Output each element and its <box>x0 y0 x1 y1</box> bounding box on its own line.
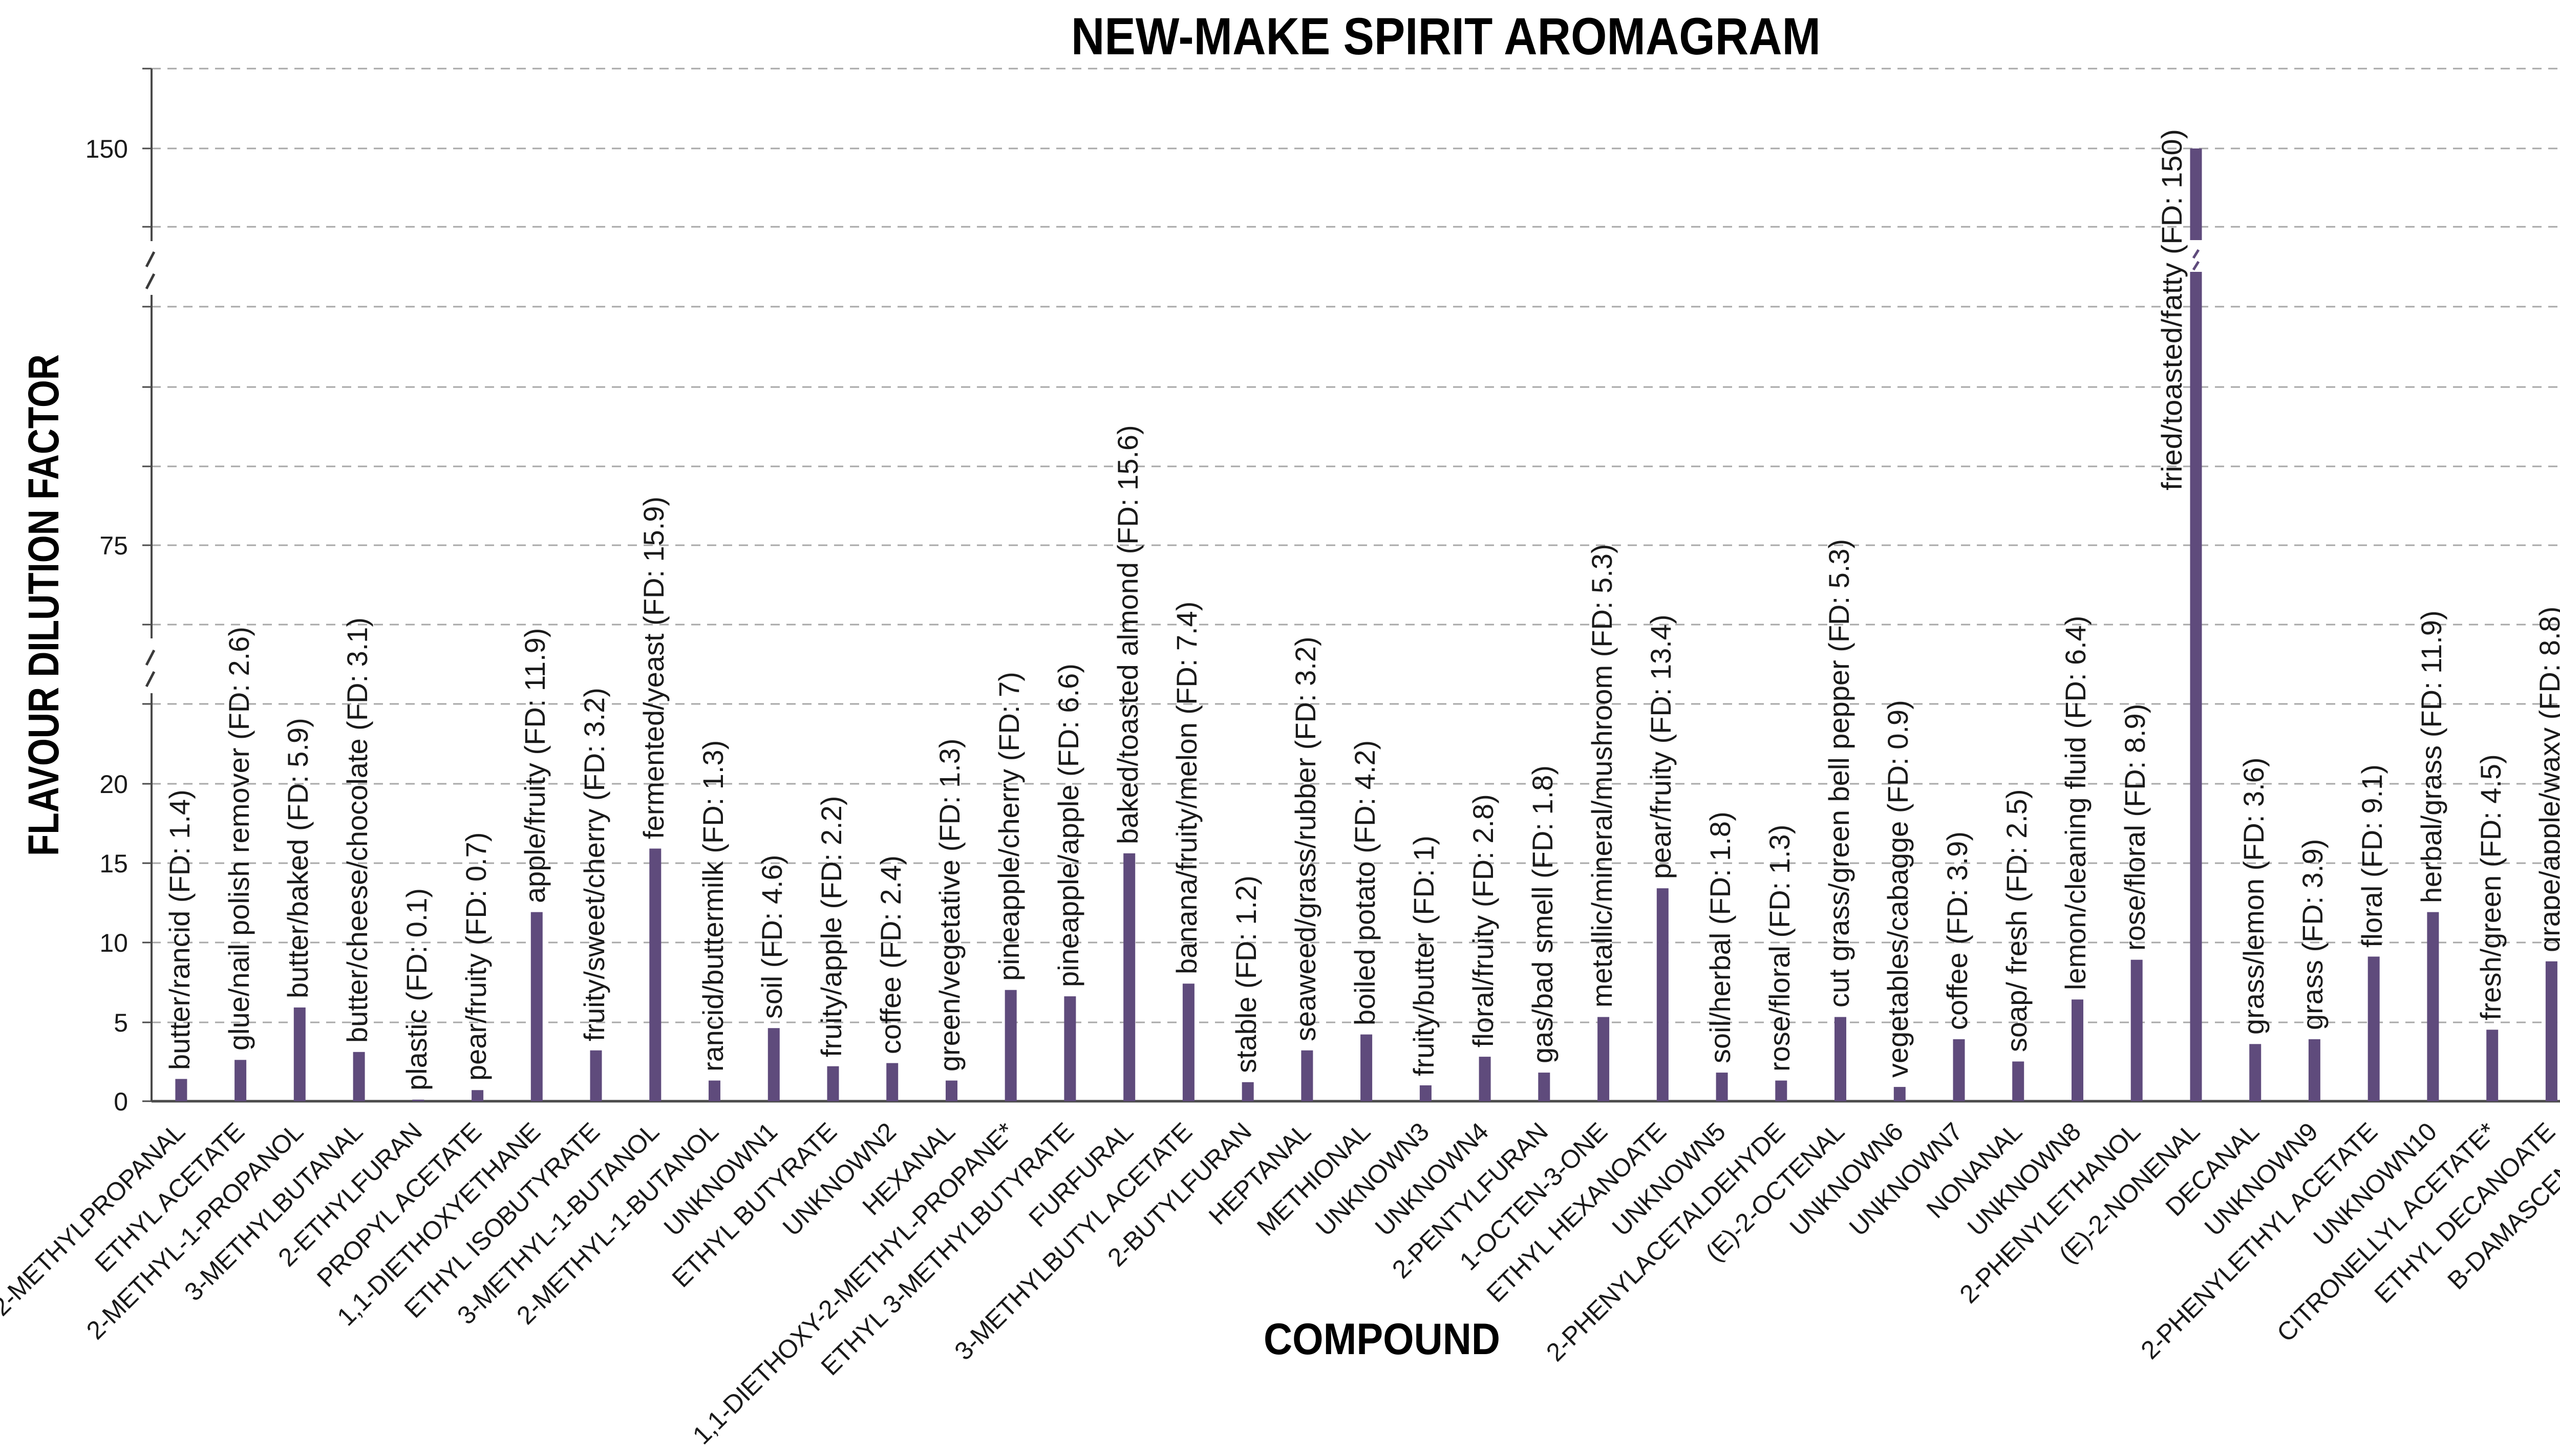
svg-text:seaweed/grass/rubber (FD: 3.2): seaweed/grass/rubber (FD: 3.2) <box>1289 636 1321 1041</box>
svg-text:fruity/butter (FD: 1): fruity/butter (FD: 1) <box>1407 836 1440 1076</box>
svg-text:cut grass/green bell pepper (F: cut grass/green bell pepper (FD: 5.3) <box>1823 539 1855 1008</box>
svg-text:fried/toasted/fatty (FD: 150): fried/toasted/fatty (FD: 150) <box>2156 129 2188 490</box>
svg-text:butter/baked (FD: 5.9): butter/baked (FD: 5.9) <box>282 718 314 998</box>
svg-text:20: 20 <box>99 770 128 799</box>
svg-text:0: 0 <box>114 1087 128 1116</box>
svg-text:coffee (FD: 3.9): coffee (FD: 3.9) <box>1941 831 1973 1030</box>
svg-text:fruity/apple (FD: 2.2): fruity/apple (FD: 2.2) <box>815 796 847 1057</box>
svg-text:gas/bad smell (FD: 1.8): gas/bad smell (FD: 1.8) <box>1526 765 1559 1063</box>
svg-text:NEW-MAKE SPIRIT AROMAGRAM: NEW-MAKE SPIRIT AROMAGRAM <box>1071 7 1821 66</box>
svg-text:banana/fruity/melon (FD: 7.4): banana/fruity/melon (FD: 7.4) <box>1170 602 1203 974</box>
svg-text:pear/fruity (FD: 13.4): pear/fruity (FD: 13.4) <box>1645 614 1677 879</box>
svg-text:green/vegetative (FD: 1.3): green/vegetative (FD: 1.3) <box>933 738 966 1072</box>
svg-text:grape/apple/waxy (FD: 8.8): grape/apple/waxy (FD: 8.8) <box>2533 607 2560 952</box>
svg-text:rancid/buttermilk (FD: 1.3): rancid/buttermilk (FD: 1.3) <box>697 740 729 1072</box>
svg-text:coffee (FD: 2.4): coffee (FD: 2.4) <box>874 855 907 1054</box>
svg-text:stable (FD: 1.2): stable (FD: 1.2) <box>1230 875 1262 1073</box>
svg-text:pineapple/apple (FD: 6.6): pineapple/apple (FD: 6.6) <box>1052 663 1084 987</box>
svg-text:150: 150 <box>86 135 128 163</box>
svg-text:pear/fruity (FD: 0.7): pear/fruity (FD: 0.7) <box>460 832 492 1081</box>
svg-text:soil (FD: 4.6): soil (FD: 4.6) <box>756 855 788 1019</box>
svg-text:boiled potato (FD: 4.2): boiled potato (FD: 4.2) <box>1349 740 1381 1025</box>
svg-text:FLAVOUR DILUTION FACTOR: FLAVOUR DILUTION FACTOR <box>19 354 68 856</box>
svg-text:vegetables/cabagge (FD: 0.9): vegetables/cabagge (FD: 0.9) <box>1882 700 1914 1078</box>
svg-text:herbal/grass (FD: 11.9): herbal/grass (FD: 11.9) <box>2415 610 2447 903</box>
svg-text:5: 5 <box>114 1009 128 1037</box>
svg-text:fermented/yeast (FD: 15.9): fermented/yeast (FD: 15.9) <box>637 497 670 839</box>
svg-text:pineapple/cherry (FD: 7): pineapple/cherry (FD: 7) <box>993 672 1025 981</box>
svg-text:grass (FD: 3.9): grass (FD: 3.9) <box>2296 839 2329 1030</box>
svg-text:rose/floral (FD: 1.3): rose/floral (FD: 1.3) <box>1763 825 1796 1072</box>
svg-text:fruity/sweet/cherry (FD: 3.2): fruity/sweet/cherry (FD: 3.2) <box>578 688 610 1041</box>
svg-text:butter/rancid (FD: 1.4): butter/rancid (FD: 1.4) <box>163 789 196 1070</box>
svg-text:75: 75 <box>99 531 128 560</box>
svg-text:floral (FD: 9.1): floral (FD: 9.1) <box>2356 764 2388 948</box>
svg-text:soil/herbal (FD: 1.8): soil/herbal (FD: 1.8) <box>1704 811 1736 1063</box>
svg-text:butter/cheese/chocolate (FD: 3: butter/cheese/chocolate (FD: 3.1) <box>341 617 373 1043</box>
svg-text:grass/lemon (FD: 3.6): grass/lemon (FD: 3.6) <box>2237 758 2270 1035</box>
svg-text:COMPOUND: COMPOUND <box>1264 1315 1500 1364</box>
svg-text:baked/toasted almond (FD: 15.6: baked/toasted almond (FD: 15.6) <box>1112 425 1144 844</box>
svg-text:soap/ fresh (FD: 2.5): soap/ fresh (FD: 2.5) <box>2000 789 2033 1052</box>
svg-text:glue/nail polish remover (FD:: glue/nail polish remover (FD: 2.6) <box>223 627 255 1051</box>
svg-text:rose/floral (FD: 8.9): rose/floral (FD: 8.9) <box>2119 704 2151 951</box>
svg-text:plastic (FD: 0.1): plastic (FD: 0.1) <box>400 888 433 1090</box>
svg-text:lemon/cleaning fluid (FD: 6.4): lemon/cleaning fluid (FD: 6.4) <box>2059 616 2092 990</box>
svg-text:floral/fruity (FD: 2.8): floral/fruity (FD: 2.8) <box>1467 794 1499 1047</box>
svg-text:fresh/green (FD: 4.5): fresh/green (FD: 4.5) <box>2474 754 2507 1020</box>
svg-text:15: 15 <box>99 849 128 878</box>
svg-text:10: 10 <box>99 929 128 957</box>
svg-text:metallic/mineral/mushroom (FD:: metallic/mineral/mushroom (FD: 5.3) <box>1586 544 1618 1008</box>
svg-text:apple/fruity (FD: 11.9): apple/fruity (FD: 11.9) <box>519 628 551 903</box>
